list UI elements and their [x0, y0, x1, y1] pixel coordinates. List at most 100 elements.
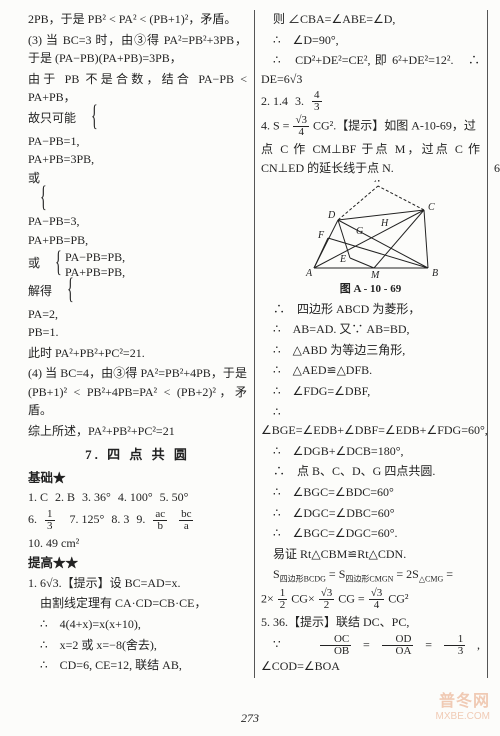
sol-line: ∴ x=2 或 x=−8(舍去),	[28, 636, 247, 655]
fraction: OCOB	[320, 634, 351, 657]
step: ∵ AD 为直径,	[494, 179, 500, 198]
svg-text:E: E	[339, 254, 346, 265]
case-line: PA−PB=3,	[28, 212, 247, 231]
fraction: 13	[45, 509, 59, 532]
fraction: bca	[179, 509, 197, 532]
para: 综上所述，PA²+PB²+PC²=21	[28, 422, 247, 441]
para: (3) 当 BC=3 时，由③得 PA²=PB²+3PB，于是 (PA−PB)(…	[28, 31, 247, 68]
sol-line: ∴ 4(4+x)=x(x+10),	[28, 615, 247, 634]
step: ∴ ∠CDO=∠A,	[494, 31, 500, 50]
fraction: √32	[319, 588, 335, 611]
ans: 2. 1.4	[261, 92, 288, 111]
text: 故只可能	[28, 111, 76, 125]
step: ∴ ∠AED=∠AEB=∠ACB=90°,	[494, 200, 500, 219]
step: ∴ ∠FDG=∠DBF,	[261, 382, 480, 401]
fraction: 43	[312, 90, 326, 113]
sol: 6. √2.【提示】联结 AE、AF、DF,	[494, 159, 500, 178]
text: 或	[28, 171, 40, 185]
step: ∴ △POC∽△AOQ, ∴ OCOQ = OPOA	[494, 113, 500, 136]
text: 或	[28, 256, 40, 270]
case-line: PA−PB=PB,	[65, 250, 125, 264]
watermark-line: 普冬网	[436, 693, 490, 711]
svg-text:C: C	[428, 202, 435, 213]
para: 故只可能	[28, 109, 247, 130]
ans: 4. 100°	[118, 488, 153, 507]
ans: 5. 50°	[160, 488, 189, 507]
answer-row: 10. 49 cm²	[28, 534, 247, 553]
geometry-figure: A B C D N M E G H F 图 A - 10 - 69	[261, 180, 480, 298]
ans: 7. 125°	[70, 510, 105, 529]
step: 又∠CDO=∠CPO,	[494, 51, 500, 70]
case-line: PA=2,	[28, 305, 247, 324]
fraction: √34	[293, 115, 309, 138]
para	[28, 189, 247, 210]
step: 又∵ ∠POC=∠AOQ,	[494, 92, 500, 111]
sol-line: ∴ ∠D=90°,	[261, 31, 480, 50]
para: 由于 PB 不是合数，结合 PA−PB < PA+PB，	[28, 70, 247, 107]
ans: 1. C	[28, 488, 48, 507]
step: ∵ OCOB = ODOA = 13 , ∠COD=∠BOA	[261, 634, 480, 676]
para: 此时 PA²+PB²+PC²=21.	[28, 344, 247, 363]
step: ∴ 四边形 ABCD 为菱形，	[261, 300, 480, 319]
step: ∴ ∠BGE=∠EDB+∠DBF=∠EDB+∠FDG=60°,	[261, 403, 480, 440]
para: 点 C 作 CM⊥BF 于点 M，过点 C 作 CN⊥ED 的延长线于点 N.	[261, 140, 480, 177]
para: (4) 当 BC=4，由③得 PA²=PB²+4PB，于是 (PB+1)² < …	[28, 364, 247, 420]
ans: 2. B	[55, 488, 75, 507]
svg-text:M: M	[370, 270, 380, 280]
step: ∴ △ABD 为等边三角形,	[261, 341, 480, 360]
brace-case	[67, 283, 77, 302]
step: 易证 Rt△CBM≌Rt△CDN.	[261, 545, 480, 564]
case-line: PA+PB=PB,	[65, 265, 125, 279]
fraction: ODOA	[382, 634, 414, 657]
step: =90°, ∴ △COD∽△BOA,	[494, 10, 500, 29]
sol-line: ∴ CD=6, CE=12, 联结 AB,	[28, 656, 247, 675]
step: ∴ OP·OQ=OC·OA=36.	[494, 138, 500, 157]
ans: 9. acb bca	[136, 509, 201, 532]
para: 2PB，于是 PB² < PA² < (PB+1)²，矛盾。	[28, 10, 247, 29]
step: ∴ ∠BGC=∠DGC=60°.	[261, 524, 480, 543]
step: 2× 12 CG× √32 CG = √34 CG²	[261, 588, 480, 611]
ans: 3. 43	[295, 90, 330, 113]
geometry-diagram-svg: A B C D N M E G H F	[296, 180, 446, 280]
answer-row: 6. 13 7. 125° 8. 3 9. acb bca	[28, 509, 247, 532]
svg-text:B: B	[432, 268, 438, 279]
fraction: √34	[369, 588, 385, 611]
step: ∴ ∠DGB+∠DCB=180°,	[261, 442, 480, 461]
sol-line: 由割线定理有 CA·CD=CB·CE，	[28, 594, 247, 613]
level-advanced: 提高★★	[28, 554, 247, 573]
answer-row: 1. C 2. B 3. 36° 4. 100° 5. 50°	[28, 488, 247, 507]
svg-text:G: G	[356, 226, 363, 237]
case-line: PB=1.	[28, 323, 247, 342]
svg-text:D: D	[327, 210, 336, 221]
brace-case: PA−PB=PB,PA+PB=PB,	[55, 250, 125, 279]
fraction: 12	[278, 588, 288, 611]
text: 解得	[28, 284, 52, 298]
section-title: 7. 四 点 共 圆	[28, 445, 247, 465]
sol-line: 则 ∠CBA=∠ABE=∠D,	[261, 10, 480, 29]
ans: 8. 3	[111, 510, 129, 529]
step: ∴ ∠BGC=∠BDC=60°	[261, 483, 480, 502]
level-basic: 基础★	[28, 469, 247, 488]
brace-case	[40, 190, 50, 209]
svg-text:A: A	[305, 268, 313, 279]
answer-row: 2. 1.4 3. 43	[261, 90, 480, 113]
step: ∴ ∠DGC=∠DBC=60°	[261, 504, 480, 523]
text: 4. S =	[261, 119, 289, 133]
case-line: PA−PB=1,	[28, 132, 247, 151]
sol: 4. S = √34 CG².【提示】如图 A-10-69，过	[261, 115, 480, 138]
fraction: acb	[153, 509, 171, 532]
sol: 5. 36.【提示】联结 DC、PC,	[261, 613, 480, 632]
step: S四边形BCDG = S四边形CMGN = 2S△CMG =	[261, 565, 480, 586]
step: ∴ ∠CPO=∠A,	[494, 72, 500, 91]
brace-case	[91, 110, 101, 129]
step: ∴ △AED≌△DFB.	[261, 361, 480, 380]
text: CG².【提示】如图 A-10-69，过	[313, 119, 476, 133]
watermark-line: MXBE.COM	[436, 711, 490, 722]
step: ∴ 点 B、C、D、G 四点共圆.	[261, 462, 480, 481]
page-number: 273	[0, 709, 500, 728]
svg-text:F: F	[317, 230, 325, 241]
fraction: 13	[444, 634, 466, 657]
figure-caption: 图 A - 10 - 69	[261, 281, 480, 298]
svg-text:H: H	[380, 218, 389, 229]
svg-text:N: N	[373, 180, 382, 185]
